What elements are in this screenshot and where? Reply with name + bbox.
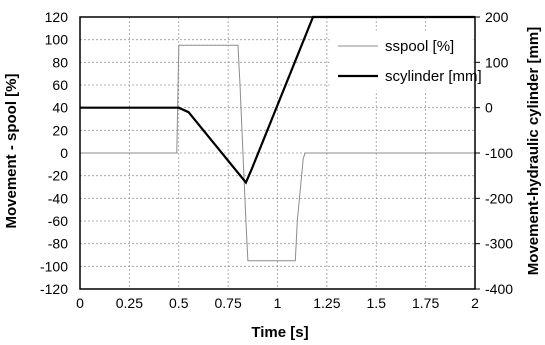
y-left-tick-label: -120 [40,281,68,297]
y-left-tick-label: 80 [52,54,68,70]
y-left-tick-label: 60 [52,77,68,93]
y-right-tick-label: 0 [485,100,493,116]
y-left-tick-label: 0 [60,145,68,161]
y-left-tick-label: 100 [45,32,69,48]
y-right-tick-label: 200 [485,9,509,25]
y-right-tick-label: 100 [485,54,509,70]
y-left-tick-label: -100 [40,258,68,274]
y-right-tick-label: -400 [485,281,513,297]
y-left-tick-label: -80 [48,236,68,252]
left-axis-title: Movement - spool [%] [3,73,20,228]
y-left-tick-label: 40 [52,100,68,116]
x-tick-label: 0.75 [215,295,242,311]
x-tick-label: 1.25 [313,295,340,311]
x-tick-label: 0.25 [116,295,143,311]
legend-box [329,30,474,91]
x-axis-title: Time [s] [251,324,308,341]
y-left-tick-label: 120 [45,9,69,25]
left-axis-ticks: 120 100 80 60 40 20 0 -20 -40 -60 -80 -100 -120 [40,9,68,297]
legend: sspool [%] scylinder [mm] [329,30,482,91]
x-tick-label: 2 [471,295,479,311]
x-tick-label: 1.75 [412,295,439,311]
x-axis-ticks: 0 0.25 0.5 0.75 1 1.25 1.5 1.75 2 [76,295,479,311]
legend-label-scylinder: scylinder [mm] [385,68,482,85]
y-left-tick-label: -20 [48,168,68,184]
x-tick-label: 1.5 [367,295,387,311]
x-tick-label: 1 [274,295,282,311]
series-line-sspool [80,44,475,262]
right-axis-title: Movement-hydraulic cylinder [mm] [525,27,542,275]
x-tick-label: 0 [76,295,84,311]
y-right-tick-label: -300 [485,236,513,252]
y-left-tick-label: -60 [48,213,68,229]
y-left-tick-label: -40 [48,190,68,206]
right-axis-ticks: 200 100 0 -100 -200 -300 -400 [475,9,513,297]
y-right-tick-label: -200 [485,190,513,206]
y-right-tick-label: -100 [485,145,513,161]
y-left-tick-label: 20 [52,122,68,138]
x-tick-label: 0.5 [169,295,189,311]
legend-label-sspool: sspool [%] [385,38,454,55]
